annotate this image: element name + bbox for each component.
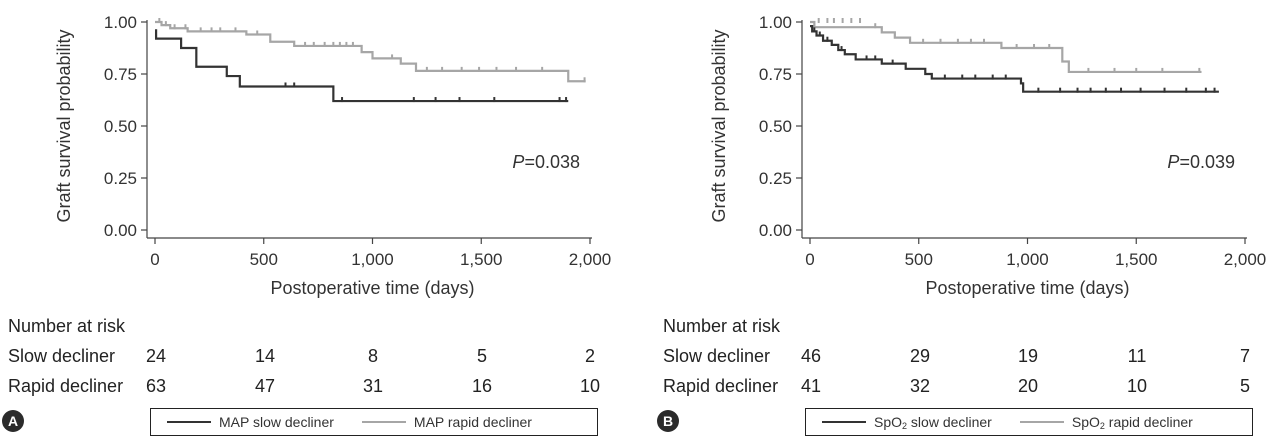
risk-value: 14: [254, 346, 276, 366]
risk-value: 5: [476, 346, 488, 366]
series-line-rapid: [155, 20, 586, 83]
legend-label-rapid-prefix: SpO: [1071, 413, 1100, 430]
x-axis-label: Postoperative time (days): [270, 278, 474, 298]
x-tick-label: 0: [150, 250, 159, 269]
y-axis-label: Graft survival probability: [54, 29, 74, 222]
risk-value: 10: [579, 376, 601, 396]
p-value-number: =0.038: [524, 152, 580, 172]
risk-value: 2: [584, 346, 596, 366]
y-tick-label: 0.50: [104, 117, 137, 136]
p-value-annotation: P=0.038: [512, 152, 580, 172]
x-tick-label: 1,500: [460, 250, 503, 269]
risk-value: 46: [800, 346, 822, 366]
y-tick-label: 1.00: [759, 13, 792, 32]
risk-value: 10: [1126, 376, 1148, 396]
legend-line-slow: [167, 421, 211, 423]
p-value-prefix: P: [512, 152, 524, 172]
risk-row-label-slow: Slow decliner: [663, 346, 771, 366]
y-tick-label: 0.75: [759, 65, 792, 84]
risk-value: 24: [145, 346, 167, 366]
series-line-slow: [810, 25, 1219, 93]
panel-letter-b: B: [657, 410, 679, 432]
y-tick-label: 0.25: [104, 169, 137, 188]
legend-label-slow: SpO2 slow decliner: [874, 414, 992, 431]
y-tick-label: 0.25: [759, 169, 792, 188]
y-axis-label: Graft survival probability: [709, 29, 729, 222]
y-tick-label: 0.00: [104, 221, 137, 240]
risk-row-label-rapid: Rapid decliner: [663, 376, 779, 396]
p-value-prefix: P: [1167, 152, 1179, 172]
risk-value: 8: [367, 346, 379, 366]
p-value-annotation: P=0.039: [1167, 152, 1235, 172]
legend-b: SpO2 slow decliner SpO2 rapid decliner: [805, 408, 1253, 436]
y-tick-label: 0.00: [759, 221, 792, 240]
x-tick-label: 1,000: [351, 250, 394, 269]
legend-label-rapid-sub: 2: [1099, 420, 1105, 431]
series-line-rapid: [810, 20, 1202, 74]
risk-value: 11: [1127, 346, 1147, 366]
risk-header: Number at risk: [663, 316, 781, 336]
legend-item-slow: MAP slow decliner: [167, 414, 334, 430]
x-tick-label: 2,000: [1224, 250, 1267, 269]
risk-value: 5: [1239, 376, 1251, 396]
x-tick-label: 1,500: [1115, 250, 1158, 269]
legend-label-slow-sub: 2: [902, 420, 908, 431]
legend-item-rapid: MAP rapid decliner: [361, 414, 532, 430]
legend-line-rapid: [361, 421, 406, 423]
risk-value: 29: [909, 346, 931, 366]
legend-label-rapid: MAP rapid decliner: [413, 414, 532, 430]
risk-row-label-slow: Slow decliner: [8, 346, 116, 366]
risk-value: 63: [145, 376, 167, 396]
legend-line-rapid: [1019, 421, 1064, 423]
y-tick-label: 1.00: [104, 13, 137, 32]
p-value-number: =0.039: [1179, 152, 1235, 172]
panel-letter-a: A: [2, 410, 24, 432]
x-axis-label: Postoperative time (days): [925, 278, 1129, 298]
chart-b: 0.00 0.25 0.50 0.75 1.00 0 500 1,000 1,500 2,000 P…: [709, 13, 1267, 298]
risk-value: 32: [909, 376, 931, 396]
legend-label-slow-suffix: slow decliner: [907, 413, 992, 430]
risk-value: 19: [1017, 346, 1039, 366]
x-tick-label: 1,000: [1006, 250, 1049, 269]
panel-a: 0.00 0.25 0.50 0.75 1.00 0 500 1,000 1,500 2,000 P…: [0, 0, 640, 436]
x-tick-label: 0: [805, 250, 814, 269]
legend-item-slow: SpO2 slow decliner: [822, 414, 992, 431]
risk-value: 20: [1017, 376, 1039, 396]
risk-value: 47: [254, 376, 276, 396]
legend-label-slow-prefix: SpO: [874, 413, 903, 430]
legend-label-slow: MAP slow decliner: [219, 414, 334, 430]
risk-header: Number at risk: [8, 316, 126, 336]
legend-label-rapid-suffix: rapid decliner: [1104, 413, 1193, 430]
legend-a: MAP slow decliner MAP rapid decliner: [150, 408, 598, 436]
panel-b: 0.00 0.25 0.50 0.75 1.00 0 500 1,000 1,500 2,000 P…: [655, 0, 1279, 436]
x-tick-label: 500: [250, 250, 278, 269]
x-tick-label: 500: [905, 250, 933, 269]
x-tick-label: 2,000: [569, 250, 612, 269]
risk-value: 7: [1239, 346, 1251, 366]
risk-value: 16: [471, 376, 493, 396]
legend-label-rapid: SpO2 rapid decliner: [1072, 414, 1193, 431]
legend-line-slow: [822, 421, 866, 423]
legend-item-rapid: SpO2 rapid decliner: [1019, 414, 1193, 431]
y-tick-label: 0.50: [759, 117, 792, 136]
risk-value: 31: [362, 376, 384, 396]
series-line-slow: [154, 29, 569, 103]
chart-a: 0.00 0.25 0.50 0.75 1.00 0 500 1,000 1,500 2,000 P…: [54, 13, 612, 298]
risk-value: 41: [800, 376, 822, 396]
y-tick-label: 0.75: [104, 65, 137, 84]
risk-row-label-rapid: Rapid decliner: [8, 376, 124, 396]
